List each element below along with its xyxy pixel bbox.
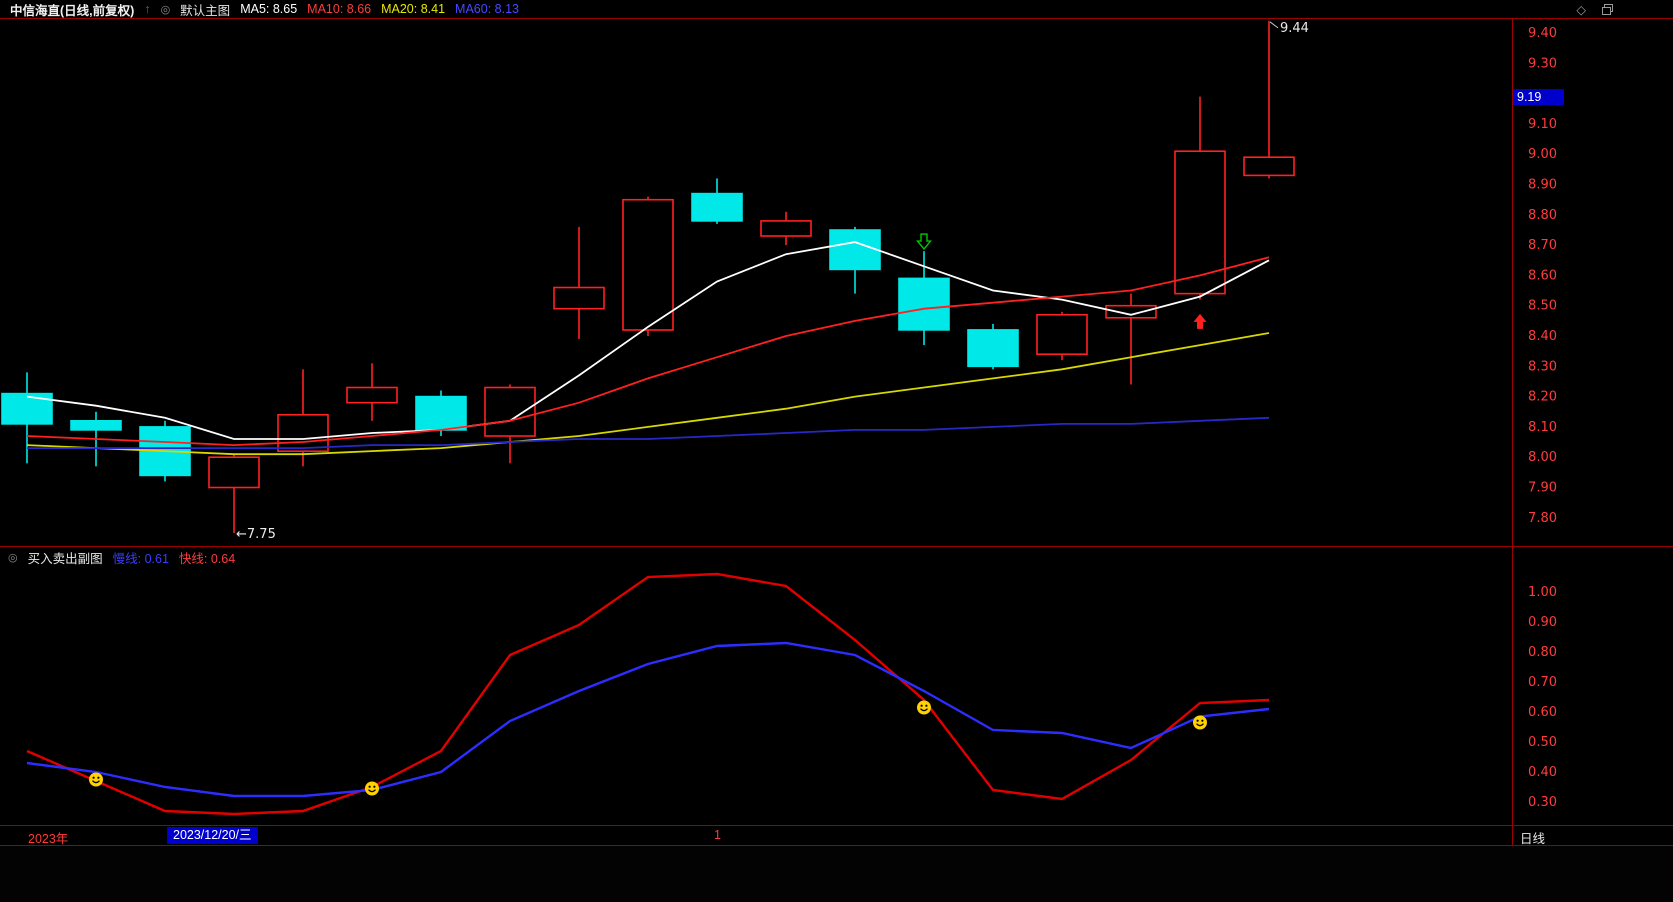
indicator-line-快线	[26, 572, 1270, 816]
sell-signal-arrow-icon	[916, 233, 932, 251]
low-price-annotation: ←7.75	[236, 527, 276, 542]
candlestick-series	[1, 20, 1295, 533]
indicator-axis-tick: 0.90	[1528, 615, 1557, 630]
sub-indicator-header: ◎ 买入卖出副图 慢线: 0.61 快线: 0.64	[0, 548, 235, 566]
ma10-readout: MA10: 8.66	[307, 2, 372, 16]
price-axis-tick: 8.40	[1528, 329, 1557, 344]
indicator-axis-tick: 1.00	[1528, 585, 1557, 600]
indicator-axis-tick: 0.50	[1528, 735, 1557, 750]
diamond-icon[interactable]: ◇	[1576, 2, 1586, 17]
ma20-readout: MA20: 8.41	[381, 2, 446, 16]
fast-line-readout: 快线: 0.64	[178, 551, 236, 566]
trend-up-icon: ↑	[144, 2, 151, 16]
ma-line-MA20	[26, 332, 1270, 456]
candle-body	[691, 192, 743, 222]
price-axis-tick: 8.60	[1528, 268, 1557, 283]
price-axis-tick: 8.10	[1528, 420, 1557, 435]
candle-body	[760, 220, 812, 237]
smiley-signal-icon	[89, 772, 103, 787]
topbar-right-icons: ◇	[1576, 2, 1613, 17]
candle-body	[967, 329, 1019, 368]
window-restore-icon[interactable]	[1602, 3, 1613, 15]
month-marker: 1	[714, 828, 721, 842]
smiley-signal-icon	[1193, 715, 1207, 730]
candle-body	[1174, 150, 1226, 295]
candle-body	[70, 419, 122, 431]
current-price-tag: 9.19	[1513, 89, 1564, 105]
indicator-toggle-icon[interactable]: ◎	[160, 3, 171, 16]
price-axis-tick: 8.20	[1528, 390, 1557, 405]
candle-body	[208, 456, 260, 489]
price-axis-tick: 8.00	[1528, 450, 1557, 465]
candle-body	[484, 386, 536, 437]
price-axis-tick: 8.80	[1528, 208, 1557, 223]
annotation-pointer	[1269, 21, 1279, 29]
smiley-signal-icon	[365, 781, 379, 796]
status-bar	[0, 846, 1673, 902]
price-axis-tick: 9.10	[1528, 117, 1557, 132]
indicator-axis-tick: 0.70	[1528, 675, 1557, 690]
indicator-axis-tick: 0.80	[1528, 645, 1557, 660]
candle-body	[415, 395, 467, 431]
cursor-date-tag: 2023/12/20/三	[167, 827, 258, 844]
price-axis-tick: 8.70	[1528, 238, 1557, 253]
price-axis-tick: 8.50	[1528, 299, 1557, 314]
ma-line-MA10	[26, 256, 1270, 447]
high-price-annotation: 9.44	[1280, 21, 1309, 36]
price-axis-tick: 9.40	[1528, 26, 1557, 41]
ma-line-MA60	[27, 416, 1270, 450]
main-chart-layout-label[interactable]: 默认主图	[180, 3, 231, 18]
candle-body	[553, 286, 605, 310]
sub-indicator-title[interactable]: 买入卖出副图	[27, 551, 103, 566]
ma60-readout: MA60: 8.13	[455, 2, 519, 16]
price-axis-tick: 8.90	[1528, 178, 1557, 193]
price-axis-tick: 8.30	[1528, 359, 1557, 374]
smiley-signal-icon	[917, 700, 931, 715]
ma-line-MA5	[26, 241, 1270, 440]
candle-body	[1036, 313, 1088, 355]
time-axis: 2023年 2023/12/20/三 1 日线	[0, 826, 1673, 846]
price-axis-tick: 9.00	[1528, 147, 1557, 162]
candle-body	[898, 277, 950, 331]
indicator-axis-tick: 0.60	[1528, 705, 1557, 720]
price-axis-tick: 7.90	[1528, 481, 1557, 496]
candle-body	[1105, 304, 1157, 319]
indicator-axis-tick: 0.40	[1528, 765, 1557, 780]
year-label: 2023年	[28, 832, 69, 846]
candle-body	[622, 198, 674, 331]
buy-signal-arrow-icon	[1193, 313, 1207, 329]
period-label[interactable]: 日线	[1520, 832, 1546, 846]
candle-body	[1243, 156, 1295, 177]
price-axis-tick: 9.30	[1528, 56, 1557, 71]
price-axis-tick: 7.80	[1528, 511, 1557, 526]
indicator-line-慢线	[26, 641, 1270, 798]
candle-body	[277, 413, 329, 452]
indicator-axis-tick: 0.30	[1528, 795, 1557, 810]
topbar: 中信海直(日线,前复权) ↑ ◎ 默认主图 MA5: 8.65 MA10: 8.…	[0, 0, 1673, 18]
indicator-toggle-icon[interactable]: ◎	[8, 551, 18, 564]
candle-body	[346, 386, 398, 404]
slow-line-readout: 慢线: 0.61	[112, 551, 169, 566]
stock-title: 中信海直(日线,前复权)	[10, 3, 135, 18]
candle-body	[829, 229, 881, 271]
ma5-readout: MA5: 8.65	[240, 2, 298, 16]
